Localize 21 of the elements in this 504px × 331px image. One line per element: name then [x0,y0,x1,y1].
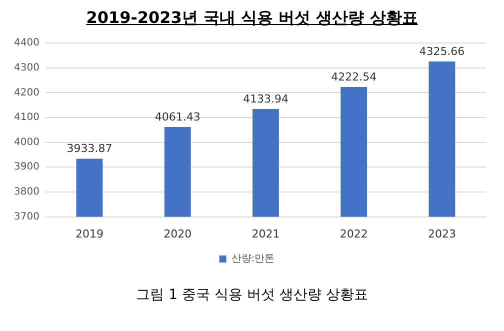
y-tick-label: 4300 [14,62,40,74]
caption: 그림 1 중국 식용 버섯 생산량 상황표 [135,286,369,304]
y-tick-label: 3900 [14,162,40,173]
data-label: 4325.66 [419,44,465,58]
data-label: 4222.54 [331,70,377,84]
x-tick-label: 2021 [252,227,280,240]
y-tick-label: 4100 [14,112,40,124]
y-tick-label: 4200 [14,87,40,98]
x-tick-label: 2022 [340,227,368,240]
x-tick-label: 2020 [164,227,192,240]
data-label: 4133.94 [242,92,288,106]
y-tick-label: 3800 [14,186,40,198]
y-tick-label: 3700 [14,211,40,222]
x-tick-label: 2019 [76,227,104,240]
y-tick-label: 4000 [14,136,40,148]
data-label: 3933.87 [66,142,112,156]
chart-title: 2019-2023년 국내 식용 버섯 생산량 상황표 [85,8,419,29]
legend-label: 산량:만톤 [231,254,275,265]
x-tick-label: 2023 [428,227,456,240]
y-tick-label: 4400 [14,38,40,49]
data-label: 4061.43 [154,110,200,124]
